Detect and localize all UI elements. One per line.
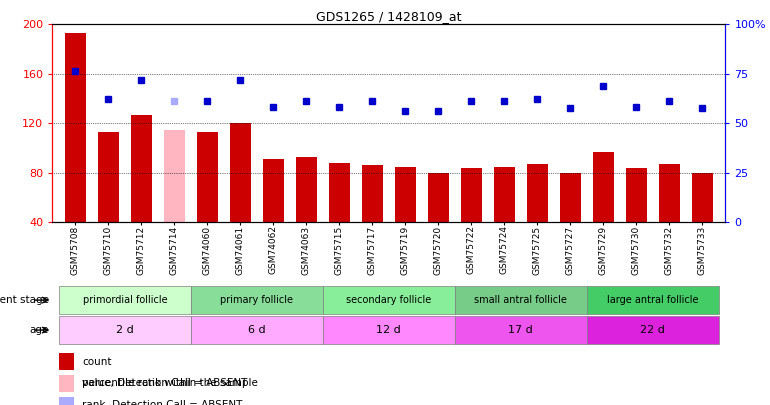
Bar xyxy=(593,152,614,222)
Text: percentile rank within the sample: percentile rank within the sample xyxy=(82,378,258,388)
Text: 12 d: 12 d xyxy=(377,325,401,335)
Bar xyxy=(394,166,416,222)
Text: GSM75730: GSM75730 xyxy=(631,226,641,275)
Text: GSM75725: GSM75725 xyxy=(533,226,542,275)
Bar xyxy=(59,315,191,345)
Text: GSM74061: GSM74061 xyxy=(236,226,245,275)
Bar xyxy=(131,115,152,222)
Text: GSM75720: GSM75720 xyxy=(434,226,443,275)
Bar xyxy=(196,132,218,222)
Bar xyxy=(59,375,74,392)
Text: rank, Detection Call = ABSENT: rank, Detection Call = ABSENT xyxy=(82,400,243,405)
Text: 2 d: 2 d xyxy=(116,325,134,335)
Text: GSM75724: GSM75724 xyxy=(500,226,509,275)
Bar xyxy=(587,315,718,345)
Bar xyxy=(59,396,74,405)
Bar xyxy=(658,164,680,222)
Bar xyxy=(229,123,251,222)
Text: GSM75708: GSM75708 xyxy=(71,226,80,275)
Text: value, Detection Call = ABSENT: value, Detection Call = ABSENT xyxy=(82,378,247,388)
Bar xyxy=(59,354,74,370)
Bar xyxy=(494,166,515,222)
Bar xyxy=(164,130,185,222)
Bar xyxy=(98,132,119,222)
Bar xyxy=(323,286,455,315)
Text: GSM75710: GSM75710 xyxy=(104,226,113,275)
Text: GSM75714: GSM75714 xyxy=(170,226,179,275)
Bar xyxy=(362,165,383,222)
Text: GSM75727: GSM75727 xyxy=(566,226,574,275)
Bar xyxy=(329,163,350,222)
Text: GSM75733: GSM75733 xyxy=(698,226,707,275)
Text: GSM75732: GSM75732 xyxy=(665,226,674,275)
Bar xyxy=(191,315,323,345)
Text: GSM74060: GSM74060 xyxy=(203,226,212,275)
Bar xyxy=(691,173,713,222)
Title: GDS1265 / 1428109_at: GDS1265 / 1428109_at xyxy=(316,10,461,23)
Text: large antral follicle: large antral follicle xyxy=(607,295,698,305)
Text: secondary follicle: secondary follicle xyxy=(346,295,431,305)
Text: 22 d: 22 d xyxy=(641,325,665,335)
Text: 6 d: 6 d xyxy=(248,325,266,335)
Text: 17 d: 17 d xyxy=(508,325,533,335)
Text: count: count xyxy=(82,357,112,367)
Bar xyxy=(560,173,581,222)
Text: primordial follicle: primordial follicle xyxy=(82,295,167,305)
Text: age: age xyxy=(29,325,49,335)
Bar xyxy=(65,33,86,222)
Text: GSM75712: GSM75712 xyxy=(137,226,146,275)
Bar xyxy=(427,173,449,222)
Bar xyxy=(625,168,647,222)
Text: development stage: development stage xyxy=(0,295,49,305)
Text: GSM75719: GSM75719 xyxy=(401,226,410,275)
Bar xyxy=(59,375,74,392)
Text: GSM75715: GSM75715 xyxy=(335,226,344,275)
Bar xyxy=(191,286,323,315)
Text: GSM75717: GSM75717 xyxy=(368,226,377,275)
Bar xyxy=(323,315,455,345)
Text: GSM74063: GSM74063 xyxy=(302,226,311,275)
Bar xyxy=(263,159,284,222)
Bar xyxy=(587,286,718,315)
Text: primary follicle: primary follicle xyxy=(220,295,293,305)
Bar xyxy=(296,157,317,222)
Text: GSM75722: GSM75722 xyxy=(467,226,476,275)
Bar xyxy=(527,164,548,222)
Text: GSM74062: GSM74062 xyxy=(269,226,278,275)
Bar xyxy=(460,168,482,222)
Text: GSM75729: GSM75729 xyxy=(599,226,608,275)
Bar xyxy=(455,315,587,345)
Text: small antral follicle: small antral follicle xyxy=(474,295,567,305)
Bar xyxy=(455,286,587,315)
Bar xyxy=(59,286,191,315)
